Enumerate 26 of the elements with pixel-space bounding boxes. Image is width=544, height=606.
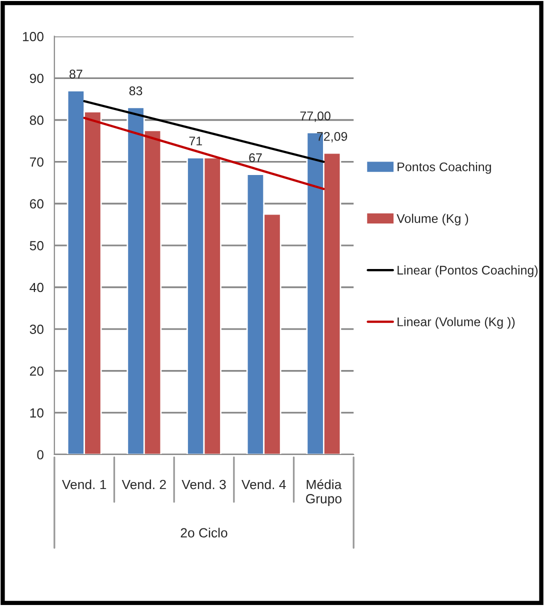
y-tick-label: 30 <box>30 324 44 334</box>
legend-label: Volume (Kg ) <box>396 214 468 226</box>
x-tick-label: Vend. 4 <box>242 480 286 490</box>
x-tick-label: Vend. 3 <box>182 480 226 490</box>
legend-label: Linear (Pontos Coaching) <box>398 265 538 278</box>
y-tick-label: 90 <box>30 74 44 84</box>
text: 2o Ciclo <box>180 528 228 538</box>
legend-label: Pontos Coaching <box>398 162 491 174</box>
y-tick-label: 0 <box>37 450 44 460</box>
y-tick-label: 40 <box>30 282 44 292</box>
data-label: 77,00 <box>300 111 330 122</box>
x-tick-label: Média Grupo <box>306 479 342 506</box>
y-tick-label: 80 <box>30 116 44 125</box>
y-tick-label: 20 <box>30 366 44 376</box>
data-label: 71 <box>189 136 202 146</box>
y-tick-label: 70 <box>30 157 44 167</box>
y-tick-label: 60 <box>30 199 44 209</box>
data-label: 87 <box>70 70 82 79</box>
data-label: 83 <box>129 86 142 96</box>
legend-label: Linear (Volume (Kg )) <box>398 317 515 329</box>
y-tick-label: 50 <box>30 240 44 250</box>
data-label: 67 <box>249 153 262 162</box>
x-tick-label: Vend. 2 <box>122 480 166 490</box>
y-tick-label: 100 <box>22 32 44 42</box>
x-tick-label: Vend. 1 <box>62 480 106 490</box>
y-tick-label: 10 <box>30 408 44 418</box>
